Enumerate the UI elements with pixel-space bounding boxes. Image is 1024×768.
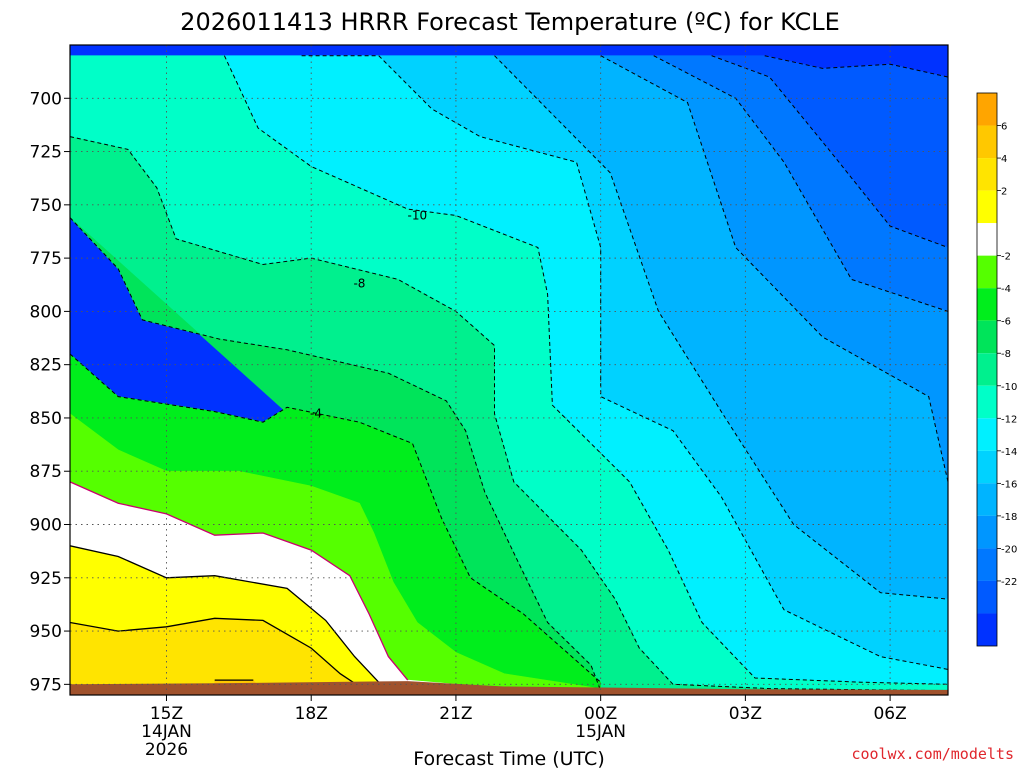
- y-tick-label-5: 825: [30, 356, 62, 376]
- contour-line-4: [494, 55, 948, 600]
- colorbar-tick-label-9: -14: [1001, 447, 1017, 458]
- contour-label-1: -8: [353, 277, 365, 291]
- y-tick-label-8: 900: [30, 516, 62, 536]
- x-axis-title: Forecast Time (UTC): [413, 748, 604, 768]
- colorbar-band-10: [977, 418, 997, 451]
- colorbar: 6 4 2 -2 -4 -6 -8 -10 -12 -14 -16 -18 -20 -22: [976, 92, 1017, 647]
- colorbar-band-2: [977, 158, 997, 191]
- contour-line-3: [600, 55, 948, 483]
- colorbar-band-6: [977, 288, 997, 321]
- colorbar-band-3: [977, 190, 997, 224]
- credit-link[interactable]: coolwx.com/modelts: [851, 745, 1014, 763]
- colorbar-tick-label-2: 2: [1001, 187, 1007, 198]
- x-tick-label-3: 00Z: [584, 704, 617, 724]
- contour-line-11: [70, 481, 409, 681]
- contour-line-12: [70, 545, 380, 683]
- colorbar-tick-label-13: -22: [1001, 577, 1017, 588]
- colorbar-tick-label-7: -10: [1001, 382, 1017, 393]
- x-tick-sublabel2-0: 2026: [145, 740, 188, 760]
- colorbar-tick-label-3: -2: [1001, 252, 1011, 263]
- colorbar-band-4: [977, 223, 997, 256]
- y-tick-label-11: 975: [30, 675, 62, 695]
- colorbar-band-16: [977, 613, 997, 646]
- y-tick-label-3: 775: [30, 249, 62, 269]
- colorbar-tick-label-4: -4: [1001, 284, 1011, 295]
- contour-label-2: -10: [408, 208, 428, 222]
- colorbar-tick-label-6: -8: [1001, 349, 1011, 360]
- y-tick-label-7: 875: [30, 462, 62, 482]
- x-tick-label-1: 18Z: [295, 704, 328, 724]
- contour-line-10: [70, 353, 602, 683]
- colorbar-band-7: [977, 320, 997, 354]
- colorbar-tick-label-10: -16: [1001, 479, 1017, 490]
- y-tick-label-4: 800: [30, 302, 62, 322]
- chart-title: 2026011413 HRRR Forecast Temperature (ºC…: [180, 8, 840, 36]
- contour-line-1: [711, 55, 948, 248]
- colorbar-band-0: [977, 93, 997, 126]
- x-tick-label-4: 03Z: [729, 704, 762, 724]
- colorbar-band-8: [977, 353, 997, 386]
- x-tick-label-2: 21Z: [439, 704, 472, 724]
- colorbar-tick-label-0: 6: [1001, 122, 1007, 133]
- contour-line-8: [70, 136, 948, 692]
- colorbar-band-9: [977, 385, 997, 419]
- x-tick-label-0: 15Z: [150, 704, 183, 724]
- contour-labels: -4 -8 -10: [310, 208, 427, 420]
- ground-surface: [70, 681, 948, 695]
- grid-lines: [70, 45, 948, 695]
- y-tick-label-9: 925: [30, 569, 62, 589]
- colorbar-tick-label-5: -6: [1001, 317, 1011, 328]
- colorbar-frame: [976, 92, 998, 647]
- x-tick-sublabel-3: 15JAN: [575, 722, 626, 742]
- colorbar-band-5: [977, 255, 997, 289]
- colorbar-tick-label-8: -12: [1001, 414, 1017, 425]
- contour-line-5: [378, 55, 948, 670]
- colorbar-band-12: [977, 483, 997, 516]
- plot-frame: [69, 44, 949, 696]
- y-tick-label-10: 950: [30, 622, 62, 642]
- y-tick-label-1: 725: [30, 143, 62, 163]
- y-axis: 700 725 750 775 800 825 850 875 900 925 950 975: [30, 89, 70, 695]
- colorbar-band-1: [977, 125, 997, 159]
- contour-line-7: [223, 55, 948, 685]
- colorbar-band-15: [977, 580, 997, 614]
- x-tick-label-5: 06Z: [873, 704, 906, 724]
- x-tick-sublabel-0: 14JAN: [141, 722, 192, 742]
- contour-label-0: -4: [310, 407, 322, 421]
- colorbar-tick-label-11: -18: [1001, 512, 1017, 523]
- contour-line-9: [70, 217, 602, 691]
- colorbar-tick-label-12: -20: [1001, 544, 1017, 555]
- contour-line-13: [70, 617, 360, 688]
- colorbar-band-13: [977, 515, 997, 549]
- colorbar-band-11: [977, 450, 997, 484]
- contour-line-0: [764, 55, 948, 78]
- y-tick-label-0: 700: [30, 89, 62, 109]
- y-tick-label-2: 750: [30, 196, 62, 216]
- colorbar-band-14: [977, 548, 997, 581]
- y-tick-label-6: 850: [30, 409, 62, 429]
- plot-area: [70, 45, 948, 695]
- colorbar-tick-label-1: 4: [1001, 154, 1007, 165]
